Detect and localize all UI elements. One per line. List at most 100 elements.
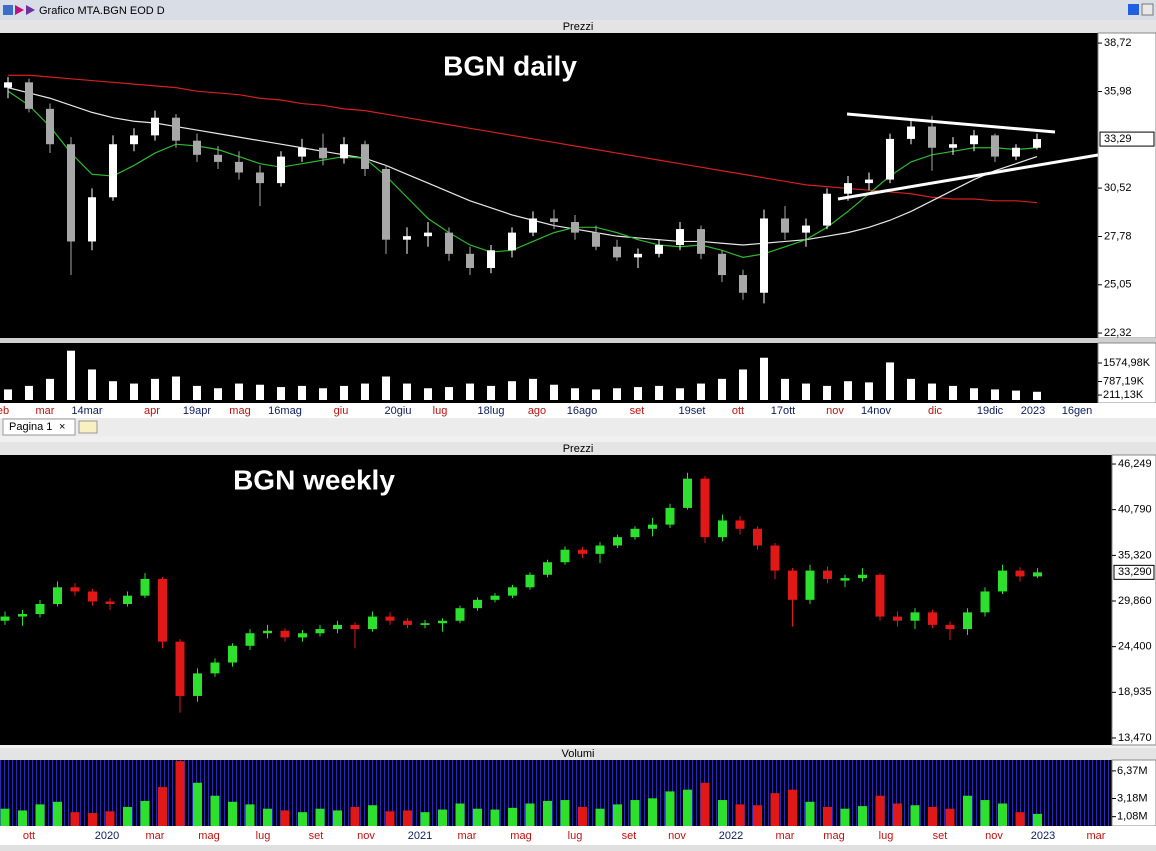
candle-body (315, 629, 325, 634)
x-tick-label: 2023 (1031, 830, 1055, 842)
volume-bar (910, 805, 920, 826)
status-strip (0, 845, 1156, 851)
volume-bar (319, 388, 327, 400)
window-button[interactable] (1141, 3, 1154, 16)
volume-bar (245, 804, 255, 826)
x-tick-label: mag (229, 405, 250, 417)
candle-body (907, 126, 915, 139)
volume-bar (172, 376, 180, 400)
volume-bar (648, 798, 657, 826)
volume-bar (214, 388, 222, 400)
candle-body (438, 620, 447, 624)
volume-bar (0, 808, 10, 826)
x-tick-label: 2023 (1021, 405, 1045, 417)
candle-body (865, 179, 873, 184)
volume-bar (802, 383, 810, 400)
volume-bar (907, 378, 915, 400)
x-tick-label: ott (23, 830, 35, 842)
y-tick-label: 13,470 (1118, 732, 1152, 744)
x-tick-label: lug (568, 830, 583, 842)
y-tick-label: 35,320 (1118, 549, 1152, 561)
volume-bar (928, 383, 936, 400)
x-tick-label: 17ott (771, 405, 795, 417)
last-price-box (1099, 131, 1155, 147)
x-tick-label: ago (528, 405, 546, 417)
candle-body (151, 117, 159, 136)
volume-tick-label: 3,18M (1117, 792, 1148, 804)
time-axis (0, 826, 1156, 845)
volume-bar (210, 795, 220, 826)
candle-body (172, 117, 180, 141)
volume-bar (886, 362, 894, 400)
volume-bar (35, 804, 45, 826)
tab-close[interactable]: × (59, 421, 65, 433)
x-tick-label: set (309, 830, 324, 842)
trend-line (837, 153, 1099, 201)
trend-lines (837, 112, 1099, 201)
volume-bar (175, 761, 185, 826)
candle-body (382, 168, 390, 240)
candle-body (788, 570, 797, 600)
volume-bar (466, 383, 474, 400)
candle-body (18, 614, 27, 617)
candle-body (998, 570, 1007, 592)
volume-bar (560, 800, 570, 826)
volume-bar (438, 809, 447, 826)
candle-body (823, 570, 832, 579)
arrow-icon[interactable] (26, 5, 35, 15)
candle-body (1033, 572, 1042, 577)
volume-bar (420, 812, 430, 826)
candle-body (333, 624, 342, 630)
candle-body (0, 616, 10, 621)
candle-body (1015, 570, 1025, 577)
candle-body (928, 126, 936, 148)
candle-body (543, 562, 552, 575)
volume-bar (403, 383, 411, 400)
volume-bar (333, 810, 342, 826)
tab[interactable] (2, 418, 76, 436)
y-tick-label: 46,249 (1118, 458, 1152, 470)
volume-bar (998, 803, 1007, 826)
volume-bar (1012, 390, 1020, 400)
volume-bar (1033, 813, 1042, 826)
volume-bar (263, 808, 272, 826)
volume-bar (970, 388, 978, 400)
candle-body (781, 218, 789, 233)
title-bar (0, 0, 1156, 20)
candle-body (487, 250, 495, 268)
panel-header (0, 20, 1156, 33)
candle-body (445, 232, 453, 254)
volume-bar (963, 795, 972, 826)
window-button[interactable] (1128, 4, 1139, 15)
volume-bar (88, 369, 96, 400)
volume-bar (578, 806, 587, 826)
volume-bar (508, 807, 517, 826)
new-tab[interactable] (78, 420, 98, 434)
candle-body (928, 612, 937, 625)
volume-bar (1015, 812, 1025, 826)
candle-body (1033, 139, 1041, 148)
x-tick-label: 19apr (183, 405, 211, 417)
candle-body (700, 478, 710, 538)
volume-bar (140, 800, 150, 826)
volume-bar (490, 809, 500, 826)
volume-bar (368, 805, 377, 826)
candle-body (319, 147, 327, 159)
candle-body (525, 574, 535, 588)
tab-label[interactable]: Pagina 1 (9, 421, 52, 433)
arrow-icon[interactable] (15, 5, 24, 15)
x-tick-label: 16gen (1062, 405, 1093, 417)
volume-bar (595, 808, 605, 826)
x-tick-label: eb (0, 405, 9, 417)
volume-bar (770, 793, 780, 826)
candle-body (88, 197, 96, 242)
candle-body (753, 528, 762, 546)
candle-body (256, 172, 264, 184)
candle-body (858, 574, 867, 579)
volume-bar (109, 381, 117, 400)
candle-body (140, 578, 150, 596)
x-tick-label: nov (668, 830, 686, 842)
candle-body (424, 232, 432, 237)
volume-bar (613, 388, 621, 400)
splitter[interactable] (0, 338, 1156, 343)
